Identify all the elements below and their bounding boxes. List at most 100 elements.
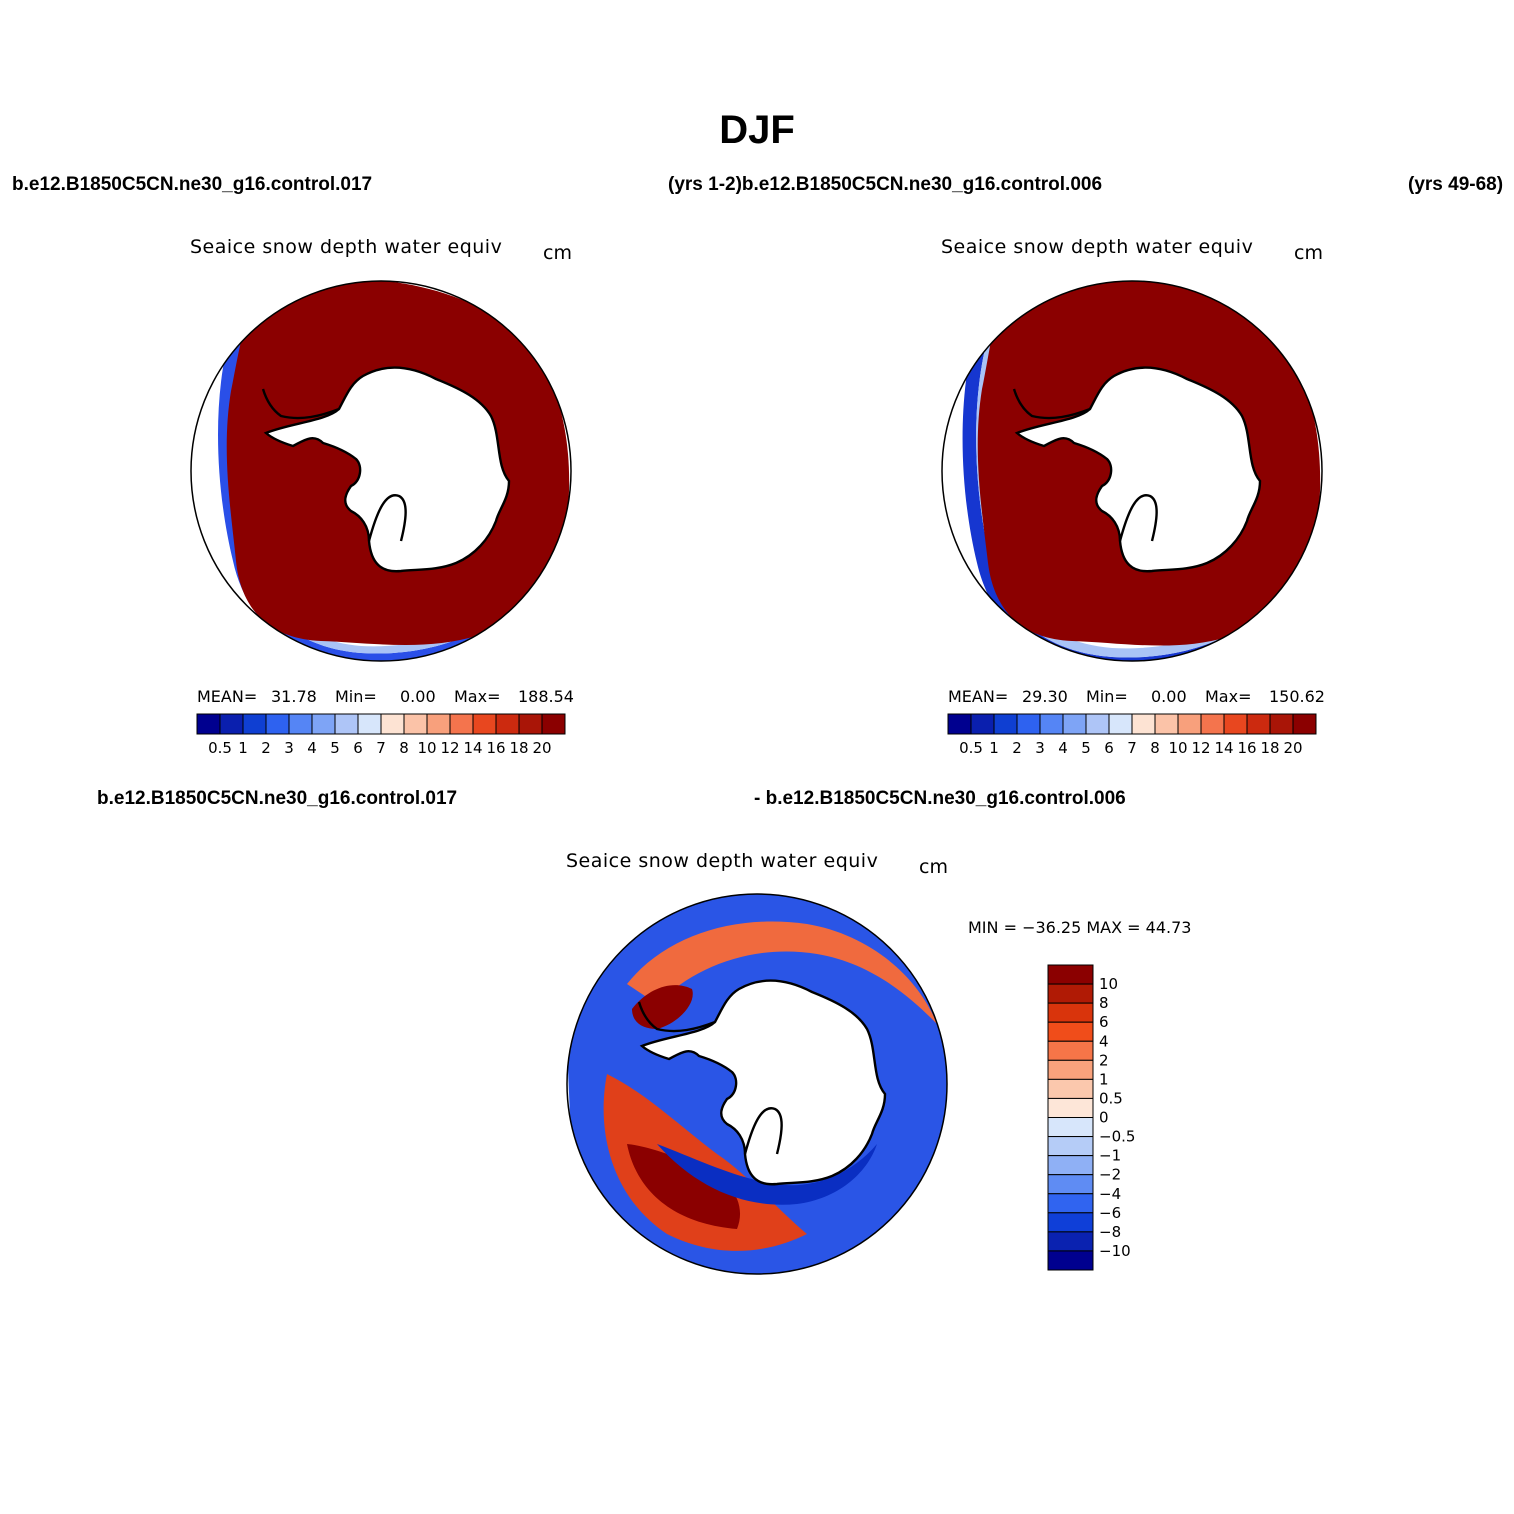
case-label-top-center: (yrs 1-2)b.e12.B1850C5CN.ne30_g16.contro… <box>668 174 1103 195</box>
years-label-top-right: (yrs 49-68) <box>1408 174 1504 195</box>
antarctica-land <box>263 366 511 573</box>
colorbar-tick-label: 3 <box>1035 739 1045 757</box>
colorbar-tick-label: 5 <box>1081 739 1091 757</box>
panel1-min-value: 0.00 <box>400 687 436 706</box>
colorbar-box <box>495 713 520 735</box>
colorbar-box <box>1047 1193 1094 1214</box>
colorbar-box <box>403 713 428 735</box>
colorbar-tick-label: −1 <box>1099 1147 1121 1165</box>
antarctic-peninsula <box>1012 388 1091 420</box>
colorbar-box <box>1085 713 1110 735</box>
colorbar-tick-label: 18 <box>509 739 528 757</box>
colorbar-panel-1: 0.5 1 2 3 4 5 6 7 8 10 12 14 16 18 20 <box>196 713 566 757</box>
colorbar-box <box>993 713 1018 735</box>
colorbar-tick-label: 6 <box>1104 739 1114 757</box>
colorbar-box <box>219 713 244 735</box>
antarctica-land <box>639 979 887 1186</box>
panel2-units: cm <box>1294 242 1323 264</box>
colorbar-box <box>311 713 336 735</box>
colorbar-tick-label: 2 <box>1012 739 1022 757</box>
panel2-max-value: 150.62 <box>1269 687 1325 706</box>
panel1-title: Seaice snow depth water equiv <box>190 236 503 258</box>
colorbar-tick-label: 16 <box>486 739 505 757</box>
colorbar-tick-label: 12 <box>1191 739 1210 757</box>
colorbar-box <box>1292 713 1317 735</box>
colorbar-box <box>1039 713 1064 735</box>
colorbar-box <box>1154 713 1179 735</box>
colorbar-tick-label: 8 <box>399 739 409 757</box>
case-label-bottom-b: - b.e12.B1850C5CN.ne30_g16.control.006 <box>754 788 1126 809</box>
case-label-bottom-a: b.e12.B1850C5CN.ne30_g16.control.017 <box>97 788 458 809</box>
panel1-mean-value: 31.78 <box>271 687 317 706</box>
colorbar-tick-label: 3 <box>284 739 294 757</box>
colorbar-panel-2: 0.5 1 2 3 4 5 6 7 8 10 12 14 16 18 20 <box>947 713 1317 757</box>
diff-blue-inner <box>657 1144 877 1205</box>
colorbar-tick-label: 0.5 <box>208 739 232 757</box>
colorbar-box <box>1047 1059 1094 1080</box>
colorbar-tick-label: −4 <box>1099 1185 1121 1203</box>
colorbar-box <box>380 713 405 735</box>
colorbar-box <box>334 713 359 735</box>
panel2-title: Seaice snow depth water equiv <box>941 236 1254 258</box>
colorbar-tick-label: 16 <box>1237 739 1256 757</box>
colorbar-box <box>1047 1231 1094 1252</box>
colorbar-box <box>472 713 497 735</box>
colorbar-tick-label: 8 <box>1099 994 1109 1012</box>
colorbar-tick-label: 6 <box>353 739 363 757</box>
colorbar-tick-label: 7 <box>1127 739 1137 757</box>
colorbar-tick-label: 20 <box>1283 739 1302 757</box>
colorbar-box <box>196 713 221 735</box>
colorbar-tick-label: 10 <box>1099 975 1118 993</box>
colorbar-tick-label: −8 <box>1099 1223 1121 1241</box>
colorbar-tick-label: 1 <box>989 739 999 757</box>
colorbar-box <box>1062 713 1087 735</box>
colorbar-tick-label: 1 <box>238 739 248 757</box>
colorbar-tick-label: 0 <box>1099 1109 1109 1127</box>
colorbar-box <box>1131 713 1156 735</box>
colorbar-box <box>1047 964 1094 985</box>
colorbar-tick-label: −6 <box>1099 1204 1121 1222</box>
diff-darkred-patch <box>627 1144 741 1229</box>
panel3-title: Seaice snow depth water equiv <box>566 850 879 872</box>
panel2-min-label: Min= <box>1086 687 1128 706</box>
colorbar-box <box>288 713 313 735</box>
panel2-mean-value: 29.30 <box>1022 687 1068 706</box>
case-label-top-left: b.e12.B1850C5CN.ne30_g16.control.017 <box>12 174 373 195</box>
colorbar-box <box>541 713 566 735</box>
colorbar-box <box>1047 1117 1094 1138</box>
ross-ice-shelf <box>367 494 407 542</box>
colorbar-box <box>1016 713 1041 735</box>
colorbar-box <box>518 713 543 735</box>
colorbar-box <box>1047 1002 1094 1023</box>
colorbar-box <box>1047 1078 1094 1099</box>
colorbar-box <box>1223 713 1248 735</box>
figure-title: DJF <box>719 108 795 152</box>
colorbar-box <box>1047 1040 1094 1061</box>
diff-red-patch <box>603 1074 807 1251</box>
colorbar-box <box>970 713 995 735</box>
colorbar-box <box>449 713 474 735</box>
colorbar-tick-label: 0.5 <box>1099 1089 1123 1107</box>
colorbar-tick-label: 5 <box>330 739 340 757</box>
colorbar-box <box>1177 713 1202 735</box>
colorbar-box <box>1200 713 1225 735</box>
colorbar-box <box>242 713 267 735</box>
colorbar-tick-label: 6 <box>1099 1013 1109 1031</box>
colorbar-box <box>1047 1136 1094 1157</box>
map-panel-1 <box>190 280 572 662</box>
antarctic-peninsula <box>637 1001 716 1033</box>
panel1-max-value: 188.54 <box>518 687 574 706</box>
colorbar-tick-label: 20 <box>532 739 551 757</box>
colorbar-box <box>1047 1021 1094 1042</box>
colorbar-tick-label: −2 <box>1099 1166 1121 1184</box>
colorbar-tick-label: 10 <box>417 739 436 757</box>
colorbar-box <box>357 713 382 735</box>
panel2-max-label: Max= <box>1205 687 1252 706</box>
panel2-min-value: 0.00 <box>1151 687 1187 706</box>
map-panel-3 <box>566 893 948 1275</box>
colorbar-box <box>265 713 290 735</box>
colorbar-box <box>1108 713 1133 735</box>
colorbar-tick-label: 14 <box>463 739 482 757</box>
